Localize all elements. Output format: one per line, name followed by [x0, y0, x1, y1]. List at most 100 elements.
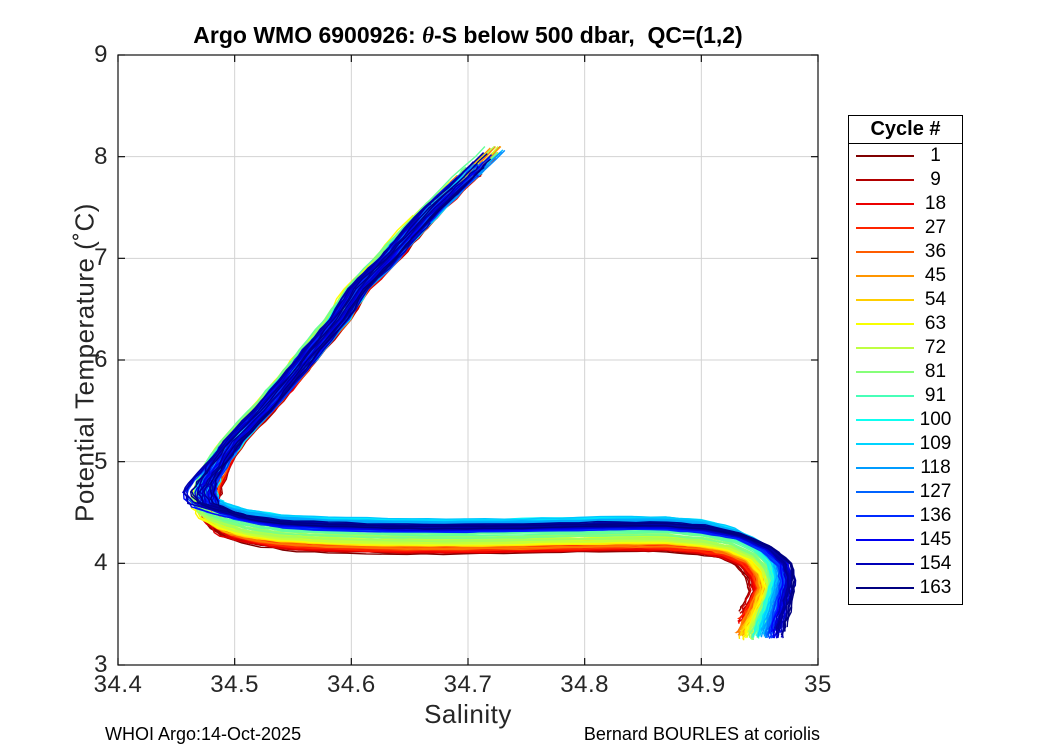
legend-cycle-label: 118	[920, 457, 951, 478]
legend-cycle-label: 72	[924, 337, 947, 358]
profile-curve	[207, 209, 759, 617]
legend-cycle-label: 127	[919, 481, 952, 502]
profile-curve	[181, 202, 792, 639]
legend-entry: 127	[849, 480, 962, 504]
legend-entry: 1	[849, 144, 962, 168]
legend-entry: 63	[849, 312, 962, 336]
profile-curve	[203, 221, 789, 630]
legend-cycle-label: 100	[919, 409, 952, 430]
legend-line-swatch	[856, 323, 914, 325]
profile-curve	[208, 208, 776, 630]
legend-cycle-label: 91	[924, 385, 947, 406]
profile-curve	[198, 202, 773, 632]
profile-curve	[213, 151, 783, 639]
profile-curve	[210, 169, 784, 638]
profile-curve	[210, 177, 764, 635]
legend-line-swatch	[856, 419, 914, 421]
legend-line-swatch	[856, 395, 914, 397]
legend-line-swatch	[856, 299, 914, 301]
profile-curve	[195, 180, 769, 628]
x-tick-label: 34.7	[443, 671, 493, 698]
chart-title-prefix: Argo WMO 6900926:	[193, 22, 423, 48]
legend-title: Cycle #	[849, 116, 962, 144]
legend-entry: 36	[849, 240, 962, 264]
profile-curve	[212, 152, 769, 635]
profile-curve	[211, 151, 770, 632]
profile-curve	[212, 171, 779, 632]
profile-curve	[189, 214, 768, 639]
profile-curve	[202, 173, 759, 632]
profile-curve	[193, 193, 770, 635]
profile-curve	[199, 197, 774, 631]
profile-curve	[207, 188, 774, 638]
legend-cycle-label: 81	[924, 361, 947, 382]
profile-curve	[200, 176, 770, 636]
profile-curve	[205, 188, 778, 639]
profile-curve	[211, 189, 788, 636]
profile-curve	[201, 201, 762, 626]
legend-cycle-label: 9	[930, 169, 941, 190]
legend-cycle-label: 145	[919, 529, 952, 550]
legend-entry: 27	[849, 216, 962, 240]
profile-curve	[208, 167, 782, 638]
x-tick-label: 34.9	[676, 671, 726, 698]
profile-curve	[209, 189, 775, 637]
legend-line-swatch	[856, 587, 914, 589]
profile-curve	[206, 171, 776, 630]
profile-curve	[207, 173, 765, 629]
legend-cycle-label: 109	[919, 433, 952, 454]
profile-curve	[216, 211, 765, 623]
legend-line-swatch	[856, 251, 914, 253]
profile-curve	[198, 203, 769, 630]
profile-curve	[207, 182, 796, 638]
legend-line-swatch	[856, 155, 914, 157]
profile-curve	[209, 151, 776, 627]
profile-curve	[202, 176, 781, 634]
profile-curve	[212, 216, 777, 636]
footer-right-text: Bernard BOURLES at coriolis	[583, 724, 820, 744]
legend-line-swatch	[856, 203, 914, 205]
profile-curve	[194, 196, 765, 626]
profile-curves-group	[181, 145, 797, 641]
profile-curve	[200, 163, 782, 633]
profile-curve	[213, 155, 774, 635]
legend-cycle-label: 154	[919, 553, 952, 574]
profile-curve	[211, 201, 763, 624]
profile-curve	[208, 156, 786, 629]
y-tick-label: 5	[94, 447, 108, 475]
profile-curve	[208, 187, 758, 620]
legend-box: Cycle # 1 9 18 27 36 45 54 63 72 81 91 100 109 118 127…	[848, 115, 963, 605]
profile-curve	[193, 221, 770, 635]
profile-curve	[207, 193, 787, 639]
profile-curve	[204, 212, 780, 630]
profile-curve	[214, 190, 784, 634]
profile-curve	[201, 201, 790, 639]
legend-cycle-label: 136	[919, 505, 952, 526]
chart-title: Argo WMO 6900926: θ-S below 500 dbar, QC…	[118, 22, 818, 49]
profile-curve	[200, 183, 787, 634]
profile-curve	[194, 217, 780, 633]
profile-curve	[197, 207, 777, 637]
profile-curve	[215, 171, 780, 629]
y-tick-label: 6	[94, 346, 108, 373]
chart-title-suffix: -S below 500 dbar, QC=(1,2)	[434, 22, 743, 48]
legend-entry: 18	[849, 192, 962, 216]
legend-line-swatch	[856, 467, 914, 469]
profile-curve	[202, 166, 767, 631]
profile-curve	[203, 214, 764, 621]
legend-line-swatch	[856, 563, 914, 565]
y-tick-label: 3	[94, 651, 108, 678]
legend-entry: 91	[849, 384, 962, 408]
profile-curve	[208, 164, 765, 634]
profile-curve	[211, 219, 761, 617]
profile-curve	[199, 217, 787, 629]
x-axis-label: Salinity	[424, 699, 512, 729]
legend-entry: 109	[849, 432, 962, 456]
profile-curve	[203, 162, 768, 641]
profile-curve	[209, 183, 766, 637]
profile-curve	[200, 182, 778, 628]
profile-curve	[210, 200, 773, 639]
profile-curve	[213, 184, 761, 624]
profile-curve	[203, 186, 782, 634]
